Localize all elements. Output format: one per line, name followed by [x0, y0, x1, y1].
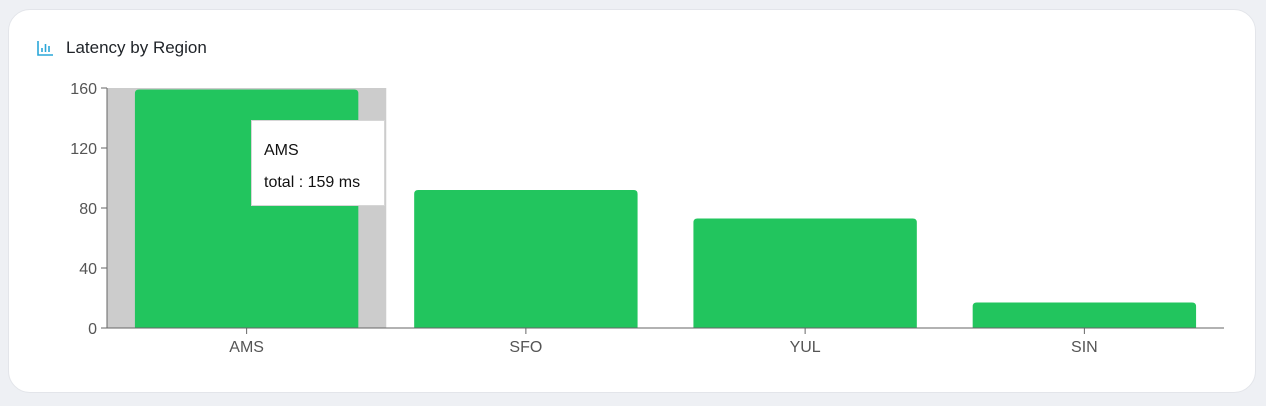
x-tick-label: AMS: [229, 339, 264, 356]
tooltip-value-row: total : 159 ms: [264, 167, 384, 199]
y-tick-label: 160: [70, 81, 97, 98]
bar-sfo: [414, 190, 638, 328]
x-tick-label: YUL: [790, 339, 821, 356]
x-tick-label: SFO: [509, 339, 542, 356]
tooltip-separator: :: [294, 174, 308, 191]
bar-sin: [972, 302, 1197, 328]
y-tick-label: 0: [88, 321, 97, 338]
y-tick-label: 120: [70, 141, 97, 158]
bar-yul: [693, 218, 917, 328]
chart-tooltip: AMS total : 159 ms: [251, 120, 385, 206]
y-tick-label: 80: [79, 201, 97, 218]
tooltip-series-label: total: [264, 174, 295, 191]
x-tick-label: SIN: [1071, 339, 1098, 356]
card-header: Latency by Region: [36, 38, 207, 58]
tooltip-value: 159 ms: [307, 174, 361, 191]
tooltip-category: AMS: [264, 142, 299, 159]
chart-title: Latency by Region: [66, 38, 207, 57]
bar-chart-icon: [36, 39, 54, 57]
y-tick-label: 40: [79, 261, 97, 278]
